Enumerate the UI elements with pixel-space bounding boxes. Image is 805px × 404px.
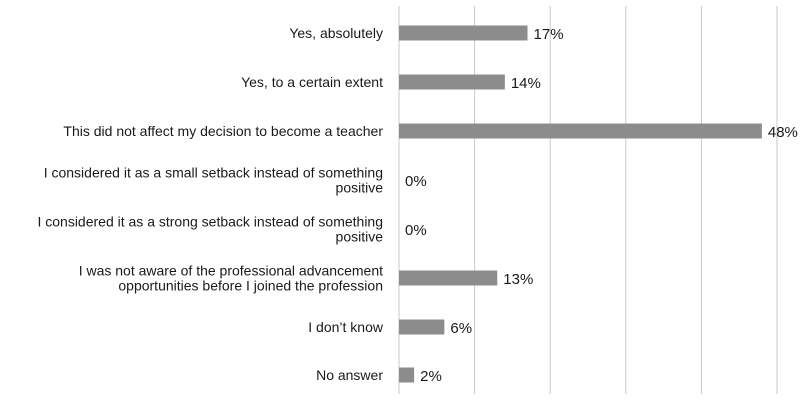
category-label-7: No answer (316, 367, 383, 383)
category-label-1: Yes, to a certain extent (241, 74, 383, 90)
value-label-4: 0% (405, 222, 427, 239)
bars (399, 25, 762, 383)
category-label-4: I considered it as a strong setback inst… (37, 214, 383, 245)
value-label-6: 6% (450, 320, 472, 337)
value-label-2: 48% (768, 124, 798, 141)
category-label-5: I was not aware of the professional adva… (79, 263, 383, 294)
category-label-0: Yes, absolutely (289, 25, 383, 41)
category-label-3: I considered it as a small setback inste… (44, 165, 384, 196)
bar-6 (399, 319, 445, 335)
bar-7 (399, 367, 415, 383)
value-label-5: 13% (503, 271, 533, 288)
bar-5 (399, 270, 498, 286)
category-labels: Yes, absolutely Yes, to a certain extent T… (37, 25, 383, 383)
value-label-1: 14% (511, 75, 541, 92)
bar-0 (399, 25, 528, 41)
bar-2 (399, 123, 762, 139)
bar-1 (399, 74, 505, 90)
value-label-3: 0% (405, 173, 427, 190)
category-label-2: This did not affect my decision to becom… (63, 123, 383, 139)
value-label-0: 17% (534, 26, 564, 43)
value-labels: 17% 14% 48% 0% 0% 13% 6% 2% (405, 26, 798, 385)
category-label-6: I don’t know (308, 319, 384, 335)
value-label-7: 2% (420, 368, 442, 385)
